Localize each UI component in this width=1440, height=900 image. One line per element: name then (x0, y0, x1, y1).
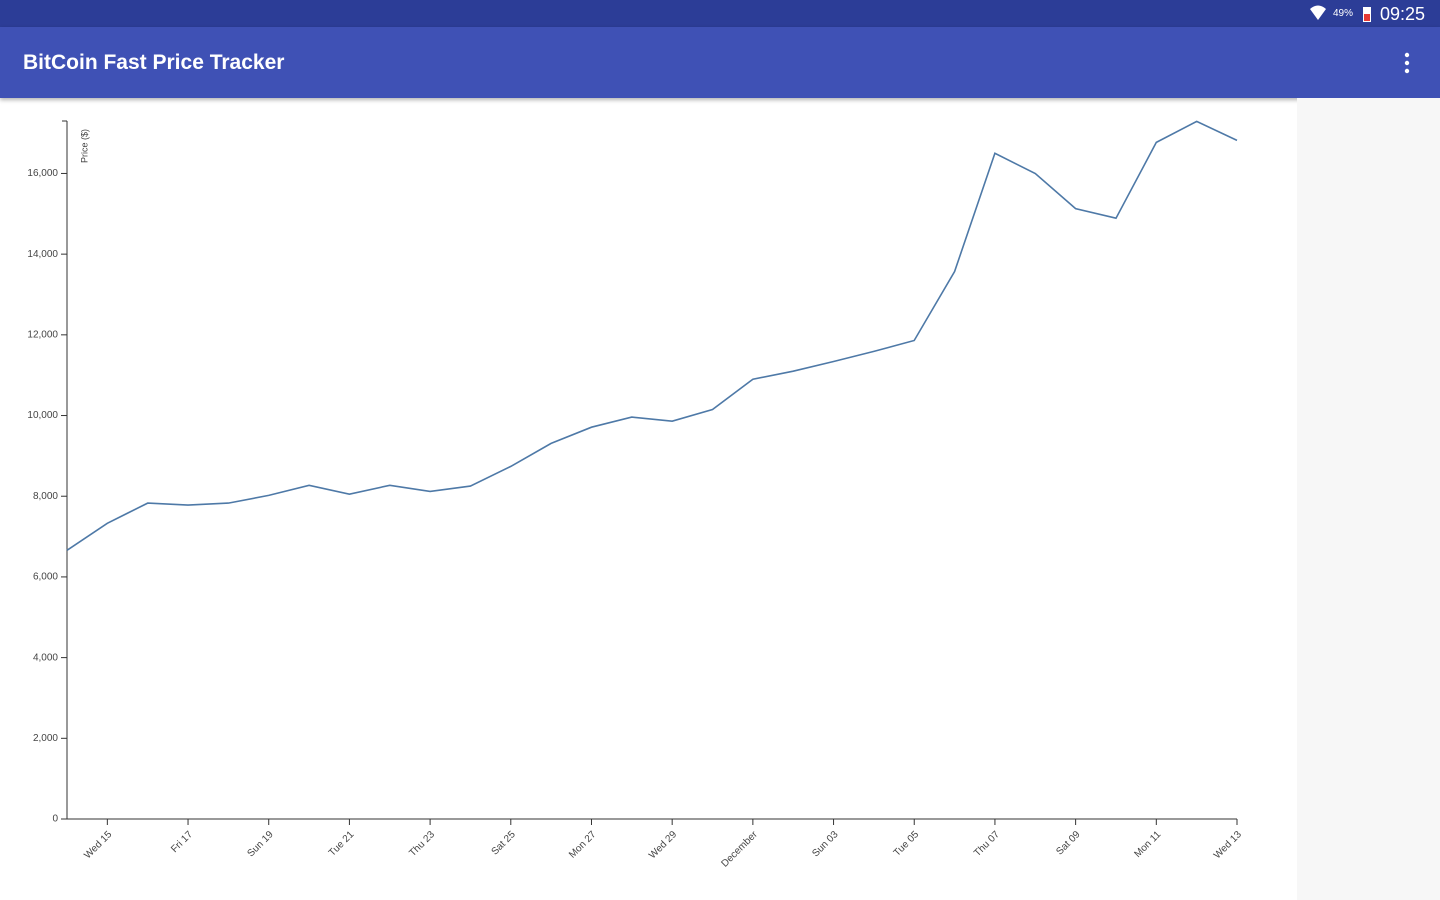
x-tick-label: Mon 27 (567, 829, 599, 861)
y-tick-label: 8,000 (33, 491, 58, 502)
x-tick-label: Sat 25 (490, 829, 519, 858)
y-tick-label: 10,000 (27, 410, 58, 421)
x-tick-label: Sun 03 (810, 829, 840, 859)
y-tick-label: 16,000 (27, 168, 58, 179)
side-panel (1297, 98, 1440, 900)
x-tick-label: Tue 21 (327, 829, 357, 859)
x-tick-label: Thu 23 (407, 829, 437, 859)
app-bar: BitCoin Fast Price Tracker (0, 27, 1440, 98)
x-tick-label: Sun 19 (246, 829, 276, 859)
status-bar: 49% 09:25 (0, 0, 1440, 27)
app-title: BitCoin Fast Price Tracker (23, 51, 285, 74)
clock: 09:25 (1380, 4, 1426, 24)
battery-icon (1363, 7, 1371, 22)
x-tick-label: Fri 17 (169, 829, 195, 855)
x-tick-label: Wed 15 (82, 829, 114, 861)
wifi-icon (1310, 5, 1326, 20)
x-tick-label: Wed 13 (1212, 829, 1244, 861)
y-tick-label: 6,000 (33, 572, 58, 583)
x-tick-label: Wed 29 (647, 829, 679, 861)
x-tick-label: Thu 07 (972, 829, 1002, 859)
y-tick-label: 0 (52, 814, 58, 825)
y-tick-label: 12,000 (27, 329, 58, 340)
y-tick-label: 2,000 (33, 733, 58, 744)
x-tick-label: Tue 05 (892, 829, 922, 859)
x-tick-label: Mon 11 (1132, 829, 1163, 860)
y-axis-label: Price ($) (79, 129, 89, 163)
chart: 0 2,000 4,000 6,000 8,000 10,000 12,000 14,000 1… (27, 120, 1244, 870)
overflow-menu[interactable] (1402, 51, 1412, 75)
price-line (66, 120, 1238, 551)
x-tick-label: Sat 09 (1054, 829, 1083, 858)
battery-text: 49% (1333, 8, 1354, 19)
y-tick-label: 14,000 (27, 249, 58, 260)
x-tick-label: December (719, 829, 760, 870)
y-tick-label: 4,000 (33, 652, 58, 663)
